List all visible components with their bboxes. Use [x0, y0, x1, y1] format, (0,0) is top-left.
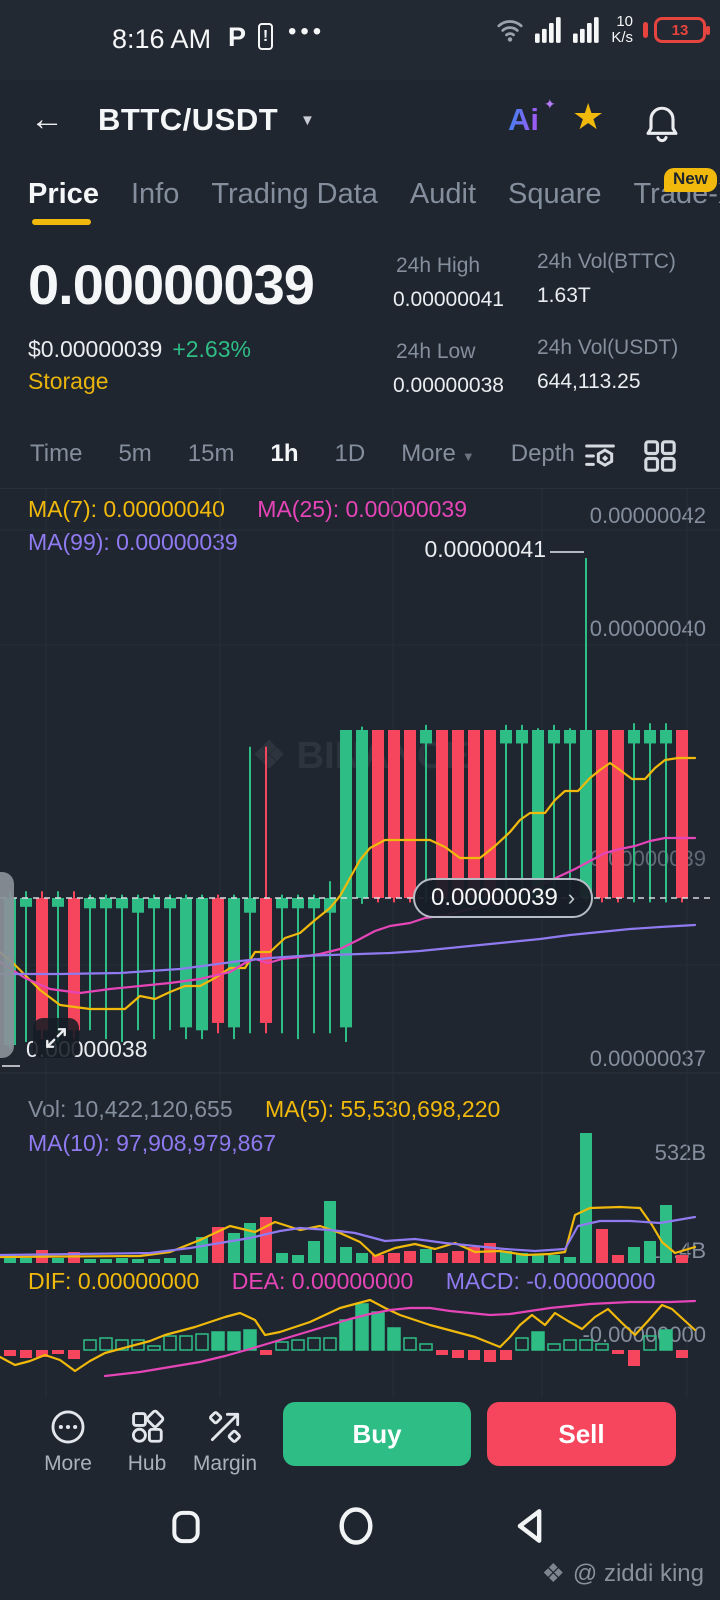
dif-label: DIF: 0.00000000 [28, 1268, 200, 1294]
wifi-icon [497, 20, 523, 42]
battery-alert-icon: ! [258, 23, 273, 50]
notifications-bell-button[interactable] [640, 100, 684, 144]
watermark-credit: ❖ @ ziddi king [541, 1558, 704, 1588]
tf-1d[interactable]: 1D [334, 440, 366, 467]
tf-5m[interactable]: 5m [118, 440, 152, 467]
sparkle-icon: ✦ [544, 96, 556, 112]
tf-15m[interactable]: 15m [187, 440, 235, 467]
signal-bars-icon [535, 17, 561, 43]
high-price-annotation: 0.00000041 [424, 536, 546, 562]
category-tag[interactable]: Storage [28, 368, 109, 394]
back-button[interactable]: ← [30, 100, 64, 138]
ma-labels-row1: MA(7): 0.00000040 MA(25): 0.00000039 [28, 496, 493, 523]
home-nav-button[interactable] [334, 1504, 378, 1548]
fullscreen-expand-button[interactable] [33, 1018, 79, 1058]
usd-price-row: $0.00000039 +2.63% [28, 336, 251, 363]
tab-audit[interactable]: Audit [409, 178, 477, 210]
change-percent: +2.63% [172, 336, 251, 362]
clock: 8:16 AM [112, 24, 212, 54]
stat-label: 24h High [396, 254, 481, 277]
status-bar: 8:16 AM P ! ••• 10 K/s 13 [0, 0, 720, 80]
hub-icon [131, 1409, 165, 1443]
more-icon [51, 1410, 85, 1444]
side-drawer-handle[interactable] [0, 872, 14, 1058]
tf-time[interactable]: Time [30, 440, 83, 467]
pair-title[interactable]: BTTC/USDT [98, 102, 279, 137]
hub-button[interactable]: Hub [112, 1408, 182, 1476]
new-badge: New [664, 168, 717, 192]
vol-label: Vol: 10,422,120,655 [28, 1096, 233, 1122]
tf-depth[interactable]: Depth [510, 440, 575, 467]
current-price-value: 0.00000039 [431, 884, 558, 911]
usd-price: $0.00000039 [28, 336, 163, 362]
axis-vol-532b: 532B [654, 1140, 706, 1165]
margin-icon [209, 1411, 241, 1443]
vol-ma5-label: MA(5): 55,530,698,220 [265, 1096, 501, 1122]
binance-logo-icon: ❖ [541, 1558, 565, 1588]
tab-bar: Price Info Trading Data Audit Square Tra… [28, 178, 720, 225]
grid-layout-icon[interactable] [640, 436, 680, 476]
tab-price[interactable]: Price [28, 178, 99, 225]
signal-bars2-icon [573, 17, 599, 43]
dea-label: DEA: 0.00000000 [231, 1268, 414, 1294]
macd-labels-row: DIF: 0.00000000 DEA: 0.00000000 MACD: -0… [28, 1268, 681, 1295]
ai-assistant-button[interactable]: Ai [508, 102, 539, 137]
tf-1h[interactable]: 1h [270, 440, 299, 467]
recents-nav-button[interactable] [166, 1506, 206, 1548]
ma-labels-row2: MA(99): 0.00000039 [28, 529, 264, 556]
macd-label: MACD: -0.00000000 [445, 1268, 656, 1294]
vol-labels-row2: MA(10): 97,908,979,867 [28, 1130, 302, 1157]
system-navigation-bar [0, 1490, 720, 1560]
more-menu-button[interactable]: More [33, 1408, 103, 1476]
stat-value: 1.63T [537, 284, 591, 307]
tab-info[interactable]: Info [130, 178, 180, 210]
stat-value: 0.00000038 [393, 374, 504, 397]
favorite-star-button[interactable]: ★ [572, 96, 605, 137]
timeframe-toolbar: Time 5m 15m 1h 1D More ▼ Depth [30, 440, 575, 468]
ma7-label: MA(7): 0.00000040 [28, 496, 225, 522]
stat-label: 24h Low [396, 340, 476, 363]
stat-label: 24h Vol(USDT) [537, 336, 679, 359]
sell-button[interactable]: Sell [487, 1402, 676, 1466]
stat-label: 24h Vol(BTTC) [537, 250, 676, 273]
tab-trading-data[interactable]: Trading Data [211, 178, 378, 210]
vol-ma10-label: MA(10): 97,908,979,867 [28, 1130, 277, 1156]
network-speed: 10 K/s [611, 13, 633, 46]
buy-button[interactable]: Buy [283, 1402, 471, 1466]
battery-dash-icon [643, 22, 648, 38]
tf-more[interactable]: More ▼ [401, 440, 475, 467]
candlestick-chart[interactable]: ❖ BINANCE0.00000039 [0, 470, 720, 1400]
back-nav-button[interactable] [508, 1504, 552, 1548]
current-price-pill[interactable]: 0.00000039 › [413, 878, 594, 918]
vol-labels-row1: Vol: 10,422,120,655 MA(5): 55,530,698,22… [28, 1096, 526, 1123]
stat-value: 0.00000041 [393, 288, 504, 311]
divider [0, 488, 720, 489]
ma25-label: MA(25): 0.00000039 [257, 496, 467, 522]
tab-square[interactable]: Square [508, 178, 602, 210]
chevron-right-icon: › [567, 885, 576, 910]
notification-p-icon: P [228, 22, 247, 52]
last-price: 0.00000039 [28, 253, 315, 316]
more-caret-icon: ▼ [461, 449, 475, 464]
indicator-settings-icon[interactable] [580, 436, 620, 476]
more-notifications-icon: ••• [288, 18, 326, 45]
stat-value: 644,113.25 [537, 370, 641, 393]
ma99-label: MA(99): 0.00000039 [28, 529, 238, 555]
battery-icon: 13 [654, 17, 710, 43]
margin-button[interactable]: Margin [190, 1408, 260, 1476]
pair-dropdown-icon[interactable]: ▼ [300, 112, 315, 129]
